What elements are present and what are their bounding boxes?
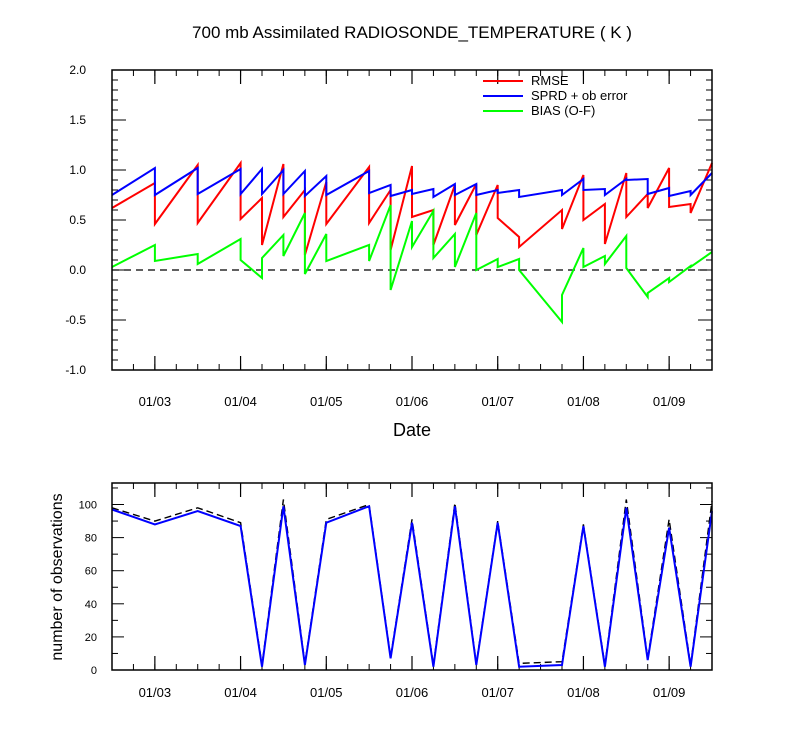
y-tick-label: 40 xyxy=(85,599,97,611)
x-tick-label: 01/04 xyxy=(224,685,257,700)
y-tick-label: -1.0 xyxy=(65,363,86,377)
legend-label: RMSE xyxy=(531,73,569,88)
obs-series-line-2 xyxy=(111,504,713,668)
y-tick-label: 0 xyxy=(91,665,97,677)
x-tick-label: 01/04 xyxy=(224,394,257,409)
x-tick-label: 01/08 xyxy=(567,685,600,700)
y-tick-label: 80 xyxy=(85,533,97,545)
bottom-chart-ylabel: number of observations xyxy=(49,493,66,660)
legend-label: SPRD + ob error xyxy=(531,88,628,103)
y-tick-label: -0.5 xyxy=(65,313,86,327)
x-tick-label: 01/07 xyxy=(481,685,514,700)
x-tick-label: 01/06 xyxy=(396,685,429,700)
x-tick-label: 01/03 xyxy=(139,394,172,409)
x-tick-label: 01/05 xyxy=(310,685,343,700)
series-line-1 xyxy=(111,159,713,256)
x-tick-label: 01/05 xyxy=(310,394,343,409)
plot-frame xyxy=(111,69,713,371)
legend-label: BIAS (O-F) xyxy=(531,103,595,118)
y-tick-label: 0.5 xyxy=(69,213,86,227)
x-tick-label: 01/03 xyxy=(139,685,172,700)
x-tick-label: 01/07 xyxy=(481,394,514,409)
x-tick-label: 01/08 xyxy=(567,394,600,409)
y-tick-label: 20 xyxy=(85,632,97,644)
top-panel: 01/03 01/04 01/05 01/06 01/07 01/08 01/09 2.0 1.… xyxy=(65,63,713,409)
y-tick-label: 0.0 xyxy=(69,263,86,277)
y-tick-label: 1.5 xyxy=(69,113,86,127)
top-chart-xlabel: Date xyxy=(393,420,431,440)
series-line-2 xyxy=(111,166,713,199)
x-tick-label: 01/09 xyxy=(653,685,686,700)
x-tick-label: 01/09 xyxy=(653,394,686,409)
y-tick-label: 60 xyxy=(85,566,97,578)
y-tick-label: 100 xyxy=(79,500,97,512)
y-tick-label: 2.0 xyxy=(69,63,86,77)
plot-frame xyxy=(111,482,713,671)
y-tick-label: 1.0 xyxy=(69,163,86,177)
x-tick-label: 01/06 xyxy=(396,394,429,409)
series-line-3 xyxy=(111,204,713,325)
bottom-panel: 01/03 01/04 01/05 01/06 01/07 01/08 01/09 0 20 40… xyxy=(79,482,713,700)
top-chart-title: 700 mb Assimilated RADIOSONDE_TEMPERATUR… xyxy=(192,23,632,42)
